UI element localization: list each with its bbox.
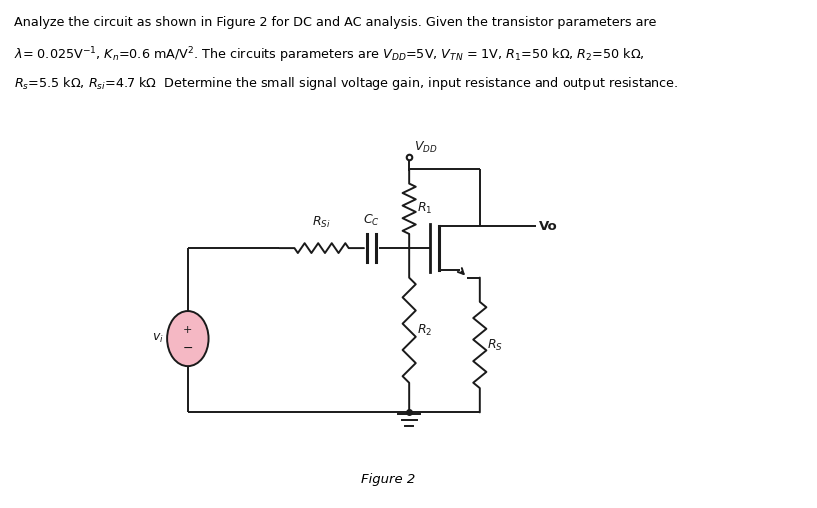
Text: $R_1$: $R_1$: [417, 201, 432, 216]
Text: $V_{DD}$: $V_{DD}$: [414, 140, 437, 154]
Text: $v_i$: $v_i$: [152, 332, 163, 345]
Text: Vo: Vo: [539, 220, 558, 233]
Text: Figure 2: Figure 2: [361, 473, 416, 486]
Text: $C_C$: $C_C$: [363, 213, 380, 229]
Ellipse shape: [167, 311, 208, 366]
Text: +: +: [183, 325, 193, 335]
Text: Analyze the circuit as shown in Figure 2 for DC and AC analysis. Given the trans: Analyze the circuit as shown in Figure 2…: [14, 16, 656, 29]
Text: −: −: [182, 342, 193, 355]
Text: $\lambda$= 0.025V$^{-1}$, $K_n$=0.6 mA/V$^{2}$. The circuits parameters are $V_{: $\lambda$= 0.025V$^{-1}$, $K_n$=0.6 mA/V…: [14, 46, 645, 65]
Text: $R_{Si}$: $R_{Si}$: [312, 215, 331, 231]
Text: $R_2$: $R_2$: [417, 323, 432, 338]
Text: $R_S$: $R_S$: [488, 337, 503, 353]
Text: $R_s$=5.5 k$\Omega$, $R_{si}$=4.7 k$\Omega$  Determine the small signal voltage : $R_s$=5.5 k$\Omega$, $R_{si}$=4.7 k$\Ome…: [14, 75, 678, 92]
